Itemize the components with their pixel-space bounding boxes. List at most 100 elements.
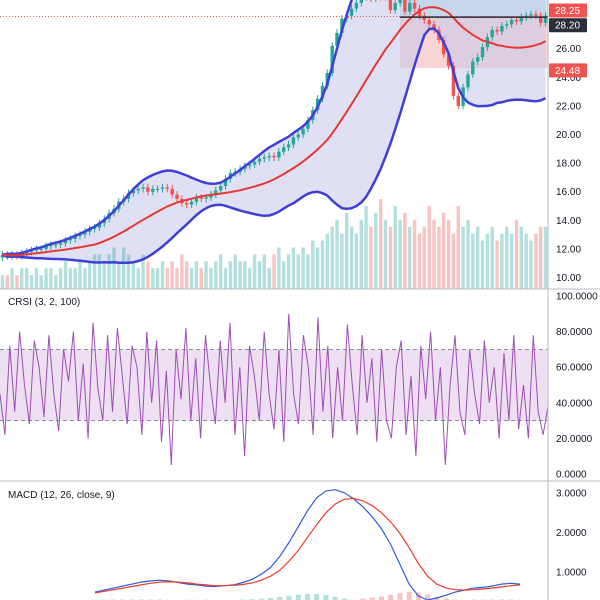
candle [262, 153, 266, 163]
candle [480, 43, 485, 61]
candle [44, 242, 48, 253]
volume-bar [282, 261, 286, 289]
candle [388, 0, 393, 14]
bb-lower-band [1, 27, 547, 265]
candle [296, 130, 300, 141]
bb-basis [2, 6, 547, 257]
price-axis-tick: 12.00 [556, 244, 581, 255]
volume-bar [524, 233, 528, 289]
macd-histogram-bar [397, 593, 403, 600]
volume-bar [223, 268, 228, 289]
macd-pane[interactable]: MACD (12, 26, close, 9) 1.0000 2.0000 3.00… [8, 488, 587, 600]
volume-bar [194, 261, 199, 289]
volume-bar [233, 254, 237, 289]
candle [500, 22, 504, 36]
candle [267, 152, 271, 161]
candle [146, 183, 150, 196]
volume-bar [97, 254, 102, 289]
bb-upper-band [2, 0, 353, 256]
volume-bar [267, 268, 271, 289]
macd-title: MACD (12, 26, close, 9) [8, 490, 115, 501]
price-badge-low: 24.48 [549, 63, 587, 78]
volume-bar [325, 233, 329, 289]
volume-bar [446, 219, 451, 289]
volume-bar [330, 226, 334, 289]
macd-axis-tick: 1.0000 [556, 568, 587, 579]
macd-histogram-bar [425, 594, 431, 600]
volume-bar [286, 254, 291, 289]
candle [466, 70, 470, 91]
candle [155, 185, 160, 193]
volume-bar [257, 261, 262, 289]
volume-bar [185, 261, 189, 289]
volume-bar [49, 268, 53, 289]
price-axis-tick: 26.00 [556, 44, 581, 55]
crsi-pane[interactable]: CRSI (3, 2, 100) 0.0000 20.0000 40.0000 60.… [0, 292, 598, 481]
candle [398, 0, 402, 7]
candle [543, 12, 548, 27]
volume-bar [393, 205, 397, 289]
volume-bar [311, 240, 315, 289]
volume-bar [155, 268, 160, 289]
volume-bar [272, 254, 276, 289]
volume-bar [83, 268, 87, 289]
volume-bar [442, 212, 446, 289]
volume-bar [432, 219, 436, 289]
price-axis-tick: 24.00 [556, 73, 581, 84]
volume-bar [73, 268, 77, 289]
candle [257, 155, 262, 166]
volume-bar [58, 268, 63, 289]
volume-bar [495, 240, 499, 289]
volume-bar [170, 261, 174, 289]
price-axis[interactable]: 10.00 12.00 14.00 16.00 18.00 20.00 22.00 24.00… [556, 44, 581, 284]
crsi-axis[interactable]: 0.0000 20.0000 40.0000 60.0000 80.0000 100.00… [556, 292, 598, 481]
volume-bar [102, 261, 106, 289]
candle [427, 16, 431, 28]
candle [519, 13, 523, 25]
volume-bar [20, 268, 24, 289]
macd-histogram-bar [305, 594, 310, 600]
macd-histogram-bar [443, 598, 449, 600]
volume-bar [175, 268, 179, 289]
volume-bar [228, 261, 233, 289]
volume-bar [209, 268, 213, 289]
candle [282, 143, 286, 156]
crsi-axis-tick: 0.0000 [556, 469, 587, 480]
candle [141, 183, 145, 193]
volume-bar [88, 261, 92, 289]
macd-axis[interactable]: 1.0000 2.0000 3.0000 [556, 488, 587, 578]
volume-bar [388, 226, 393, 289]
candle [456, 92, 460, 110]
candle [476, 53, 480, 66]
candle [403, 0, 407, 15]
volume-bar [160, 261, 165, 289]
volume-bar [471, 233, 475, 289]
crsi-axis-tick: 40.0000 [556, 398, 593, 409]
volume-bar [364, 205, 368, 289]
macd-histogram-bar [295, 594, 301, 600]
volume-bar [505, 226, 509, 289]
volume-bar [107, 254, 111, 289]
volume-bar [151, 268, 155, 289]
volume-bar [165, 268, 169, 289]
crsi-title: CRSI (3, 2, 100) [8, 297, 80, 308]
volume-bar [412, 219, 417, 289]
price-pane[interactable]: 10.00 12.00 14.00 16.00 18.00 20.00 22.00 24.00… [0, 0, 587, 289]
volume-bar [122, 247, 126, 289]
candle [505, 20, 509, 30]
volume-bar [345, 212, 349, 289]
volume-bar [277, 247, 281, 289]
volume-bar [335, 219, 339, 289]
candle [277, 148, 281, 161]
crsi-line [0, 313, 549, 466]
candle [219, 182, 223, 194]
candle [359, 0, 363, 7]
candle [432, 20, 436, 34]
volume-bar [117, 261, 121, 289]
volume-bar [534, 233, 538, 289]
candle [151, 185, 155, 196]
price-badge-mid: 28.20 [549, 18, 587, 33]
candle [509, 16, 514, 28]
candle [354, 0, 359, 13]
